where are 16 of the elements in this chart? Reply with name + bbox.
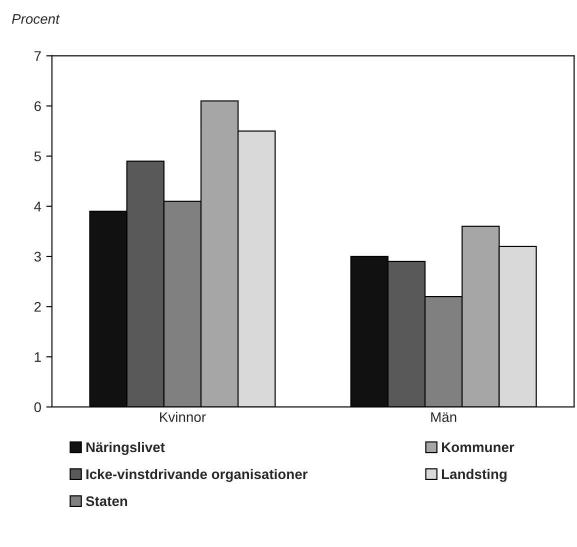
x-tick-label: Kvinnor [160, 412, 206, 422]
y-axis-title: Procent [12, 14, 60, 24]
y-tick-label: 7 [34, 51, 41, 61]
y-tick-label: 4 [34, 202, 42, 212]
legend-label: Näringslivet [86, 442, 165, 455]
legend-label: Landsting [442, 468, 507, 482]
legend-label: Kommuner [442, 442, 514, 452]
y-tick-label: 3 [34, 252, 41, 262]
x-tick-label: Män [431, 412, 456, 422]
y-tick-label: 6 [34, 101, 41, 112]
legend-label: Staten [86, 496, 128, 506]
y-tick-label: 1 [34, 352, 41, 362]
y-tick-label: 5 [34, 152, 41, 162]
legend-label: Icke-vinstdrivande organisationer [86, 468, 308, 482]
y-tick-label: 0 [34, 402, 41, 412]
y-tick-label: 2 [34, 302, 41, 312]
